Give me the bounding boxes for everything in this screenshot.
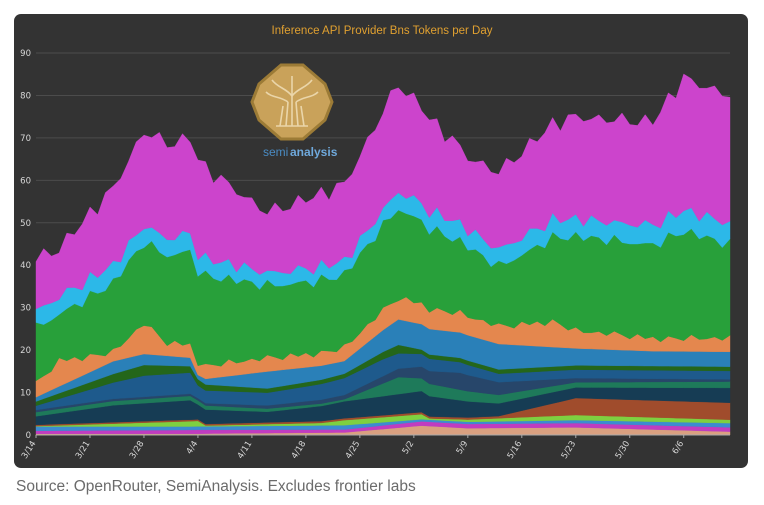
x-tick-label: 5/9 [455, 439, 471, 456]
x-tick-label: 3/14 [20, 439, 39, 460]
x-tick-label: 4/18 [290, 439, 309, 460]
logo-tree-icon [265, 76, 319, 127]
x-tick-label: 3/28 [128, 439, 147, 460]
axis-layer: 3/14 3/21 3/28 4/4 4/11 4/18 4/25 5/2 5/9 5/16 5/2… [20, 434, 730, 461]
y-tick-label: 60 [20, 176, 31, 186]
y-tick-label: 90 [20, 49, 31, 59]
x-tick-label: 3/21 [74, 439, 93, 460]
source-caption: Source: OpenRouter, SemiAnalysis. Exclud… [16, 478, 416, 495]
chart-title: Inference API Provider Bns Tokens per Da… [272, 25, 493, 37]
y-tick-label: 10 [20, 389, 31, 399]
chart-svg: Inference API Provider Bns Tokens per Da… [20, 25, 731, 461]
x-tick-label: 5/23 [560, 439, 579, 460]
x-tick-label: 5/30 [614, 439, 633, 460]
x-tick-label: 5/2 [401, 439, 417, 456]
chart-panel: Inference API Provider Bns Tokens per Da… [14, 14, 748, 468]
area-series-15 [35, 73, 731, 310]
semianalysis-logo: semi analysis [250, 63, 338, 159]
y-tick-label: 40 [20, 261, 31, 271]
y-tick-label: 20 [20, 346, 31, 356]
logo-text-semi: semi [263, 145, 288, 159]
logo-text-analysis: analysis [290, 145, 338, 159]
x-tick-label: 4/11 [236, 439, 255, 460]
x-tick-label: 5/16 [506, 439, 525, 460]
area-layer [35, 73, 731, 436]
y-tick-label: 70 [20, 134, 31, 144]
y-tick-label: 80 [20, 91, 31, 101]
y-tick-label: 50 [20, 219, 31, 229]
y-tick-label: 30 [20, 304, 31, 314]
x-tick-label: 6/6 [671, 439, 687, 456]
x-tick-label: 4/25 [344, 439, 363, 460]
x-tick-label: 4/4 [185, 439, 201, 456]
y-tick-label: 0 [26, 431, 31, 441]
